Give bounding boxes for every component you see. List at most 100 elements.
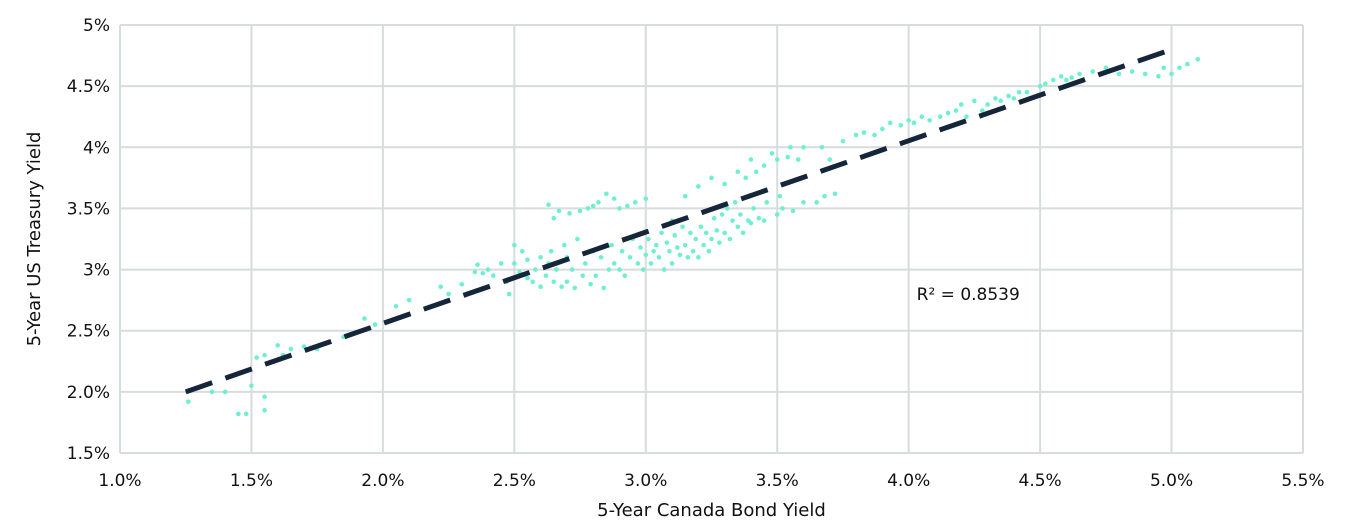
data-point-159 (880, 126, 885, 132)
y-tick-label-2: 2.5% (67, 322, 110, 342)
data-point-67 (601, 285, 607, 291)
data-point-94 (667, 248, 672, 254)
data-point-134 (753, 169, 759, 175)
data-point-81 (635, 261, 641, 266)
data-point-187 (1090, 69, 1095, 74)
data-point-87 (648, 261, 654, 266)
data-point-31 (512, 242, 517, 248)
data-point-90 (656, 255, 662, 260)
data-point-149 (801, 200, 806, 205)
data-point-111 (703, 230, 709, 236)
data-point-120 (722, 230, 727, 236)
data-point-37 (530, 279, 536, 285)
data-point-129 (743, 175, 748, 181)
data-point-26 (485, 267, 491, 272)
data-point-147 (795, 157, 801, 162)
data-point-123 (730, 218, 735, 223)
data-point-24 (475, 262, 480, 267)
data-point-153 (827, 157, 833, 162)
x-tick-label-7: 4.5% (1019, 471, 1062, 491)
x-tick-label-5: 3.5% (756, 471, 799, 491)
data-point-110 (701, 242, 706, 248)
data-point-192 (1156, 74, 1161, 79)
data-point-162 (906, 118, 911, 123)
data-point-40 (538, 255, 543, 260)
data-point-6 (254, 355, 260, 360)
data-point-100 (680, 224, 685, 230)
data-point-106 (693, 236, 699, 242)
data-point-181 (1043, 81, 1048, 86)
data-point-161 (898, 122, 904, 128)
data-point-48 (556, 208, 562, 214)
data-point-112 (706, 248, 712, 254)
data-point-35 (525, 275, 530, 281)
data-point-21 (446, 291, 451, 297)
data-point-71 (611, 196, 617, 201)
data-point-88 (651, 248, 656, 254)
data-point-182 (1050, 77, 1056, 83)
x-tick-label-4: 3.0% (624, 471, 667, 491)
data-point-146 (790, 208, 796, 214)
data-point-8 (262, 394, 267, 400)
data-point-73 (617, 206, 622, 211)
data-point-169 (958, 102, 964, 107)
data-point-109 (698, 224, 704, 230)
data-point-145 (788, 144, 793, 150)
data-point-175 (998, 98, 1003, 104)
data-point-113 (709, 175, 714, 181)
data-point-76 (622, 273, 628, 278)
x-axis-ticks: 1.0% 1.5% 2.0% 2.5% 3.0% 3.5% 4.0% 4.5% 5.0% 5.5% (98, 471, 1324, 491)
data-point-44 (548, 248, 554, 254)
data-point-183 (1058, 74, 1064, 79)
data-point-54 (569, 267, 575, 272)
data-point-83 (640, 267, 646, 272)
data-point-184 (1064, 77, 1069, 83)
data-point-121 (724, 206, 730, 211)
data-point-69 (606, 267, 612, 272)
data-point-167 (945, 110, 951, 116)
y-axis-ticks: 1.5% 2.0% 2.5% 3% 3.5% 4% 4.5% 5% (67, 16, 110, 464)
data-point-114 (709, 236, 714, 242)
data-point-22 (459, 281, 465, 287)
data-point-158 (872, 132, 877, 138)
data-point-197 (1195, 56, 1201, 62)
data-point-68 (604, 191, 609, 197)
data-point-190 (1129, 69, 1135, 74)
data-point-32 (512, 261, 517, 266)
data-point-20 (438, 284, 444, 289)
data-point-124 (732, 200, 738, 205)
data-point-18 (393, 303, 399, 309)
grid (119, 24, 1304, 454)
data-point-127 (738, 212, 743, 217)
data-point-62 (590, 203, 596, 209)
data-point-178 (1016, 89, 1022, 95)
data-point-188 (1103, 65, 1109, 71)
data-point-43 (546, 202, 551, 208)
data-point-50 (561, 242, 567, 248)
data-point-195 (1177, 65, 1182, 71)
data-point-1 (209, 389, 215, 395)
data-point-41 (543, 273, 549, 278)
y-axis-label: 5-Year US Treasury Yield (24, 132, 45, 347)
data-point-53 (567, 211, 572, 216)
x-axis-label: 5-Year Canada Bond Yield (597, 500, 826, 521)
data-point-160 (887, 120, 893, 126)
trendline (184, 47, 1173, 395)
data-point-30 (506, 291, 512, 297)
data-point-180 (1037, 83, 1043, 89)
data-point-46 (551, 215, 557, 221)
data-point-61 (588, 281, 593, 287)
x-tick-label-9: 5.5% (1281, 471, 1324, 491)
data-point-66 (598, 255, 604, 260)
data-point-3 (236, 411, 241, 417)
data-point-148 (801, 144, 806, 150)
y-tick-label-6: 4.5% (67, 77, 110, 97)
data-point-177 (1011, 96, 1017, 101)
y-tick-label-0: 1.5% (67, 444, 110, 464)
data-point-172 (979, 108, 985, 113)
data-point-126 (735, 224, 741, 230)
y-tick-label-5: 4% (83, 138, 110, 158)
y-tick-label-1: 2.0% (67, 383, 110, 403)
data-point-47 (554, 267, 559, 272)
data-point-17 (372, 322, 378, 327)
